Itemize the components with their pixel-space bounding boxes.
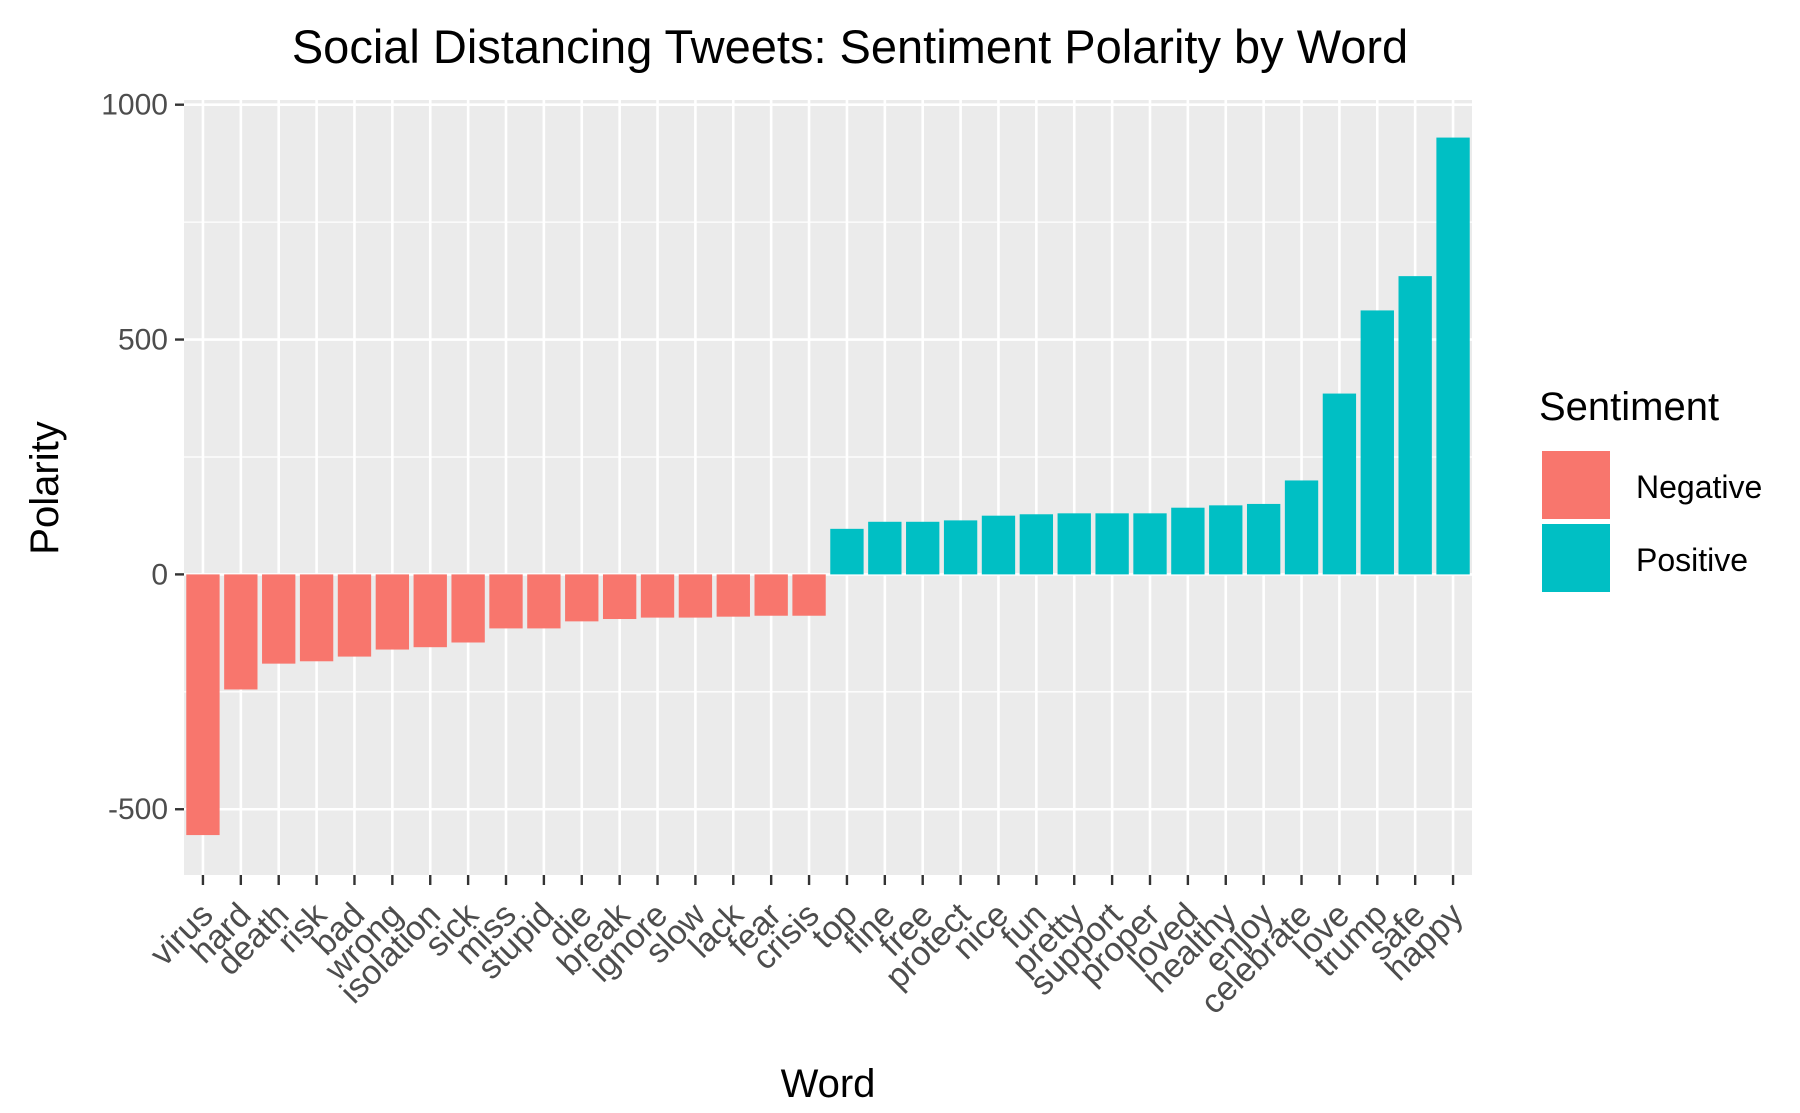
y-tick-label: 500 — [118, 324, 168, 357]
bar-top — [830, 528, 864, 575]
bar-fear — [754, 574, 788, 616]
legend-label-negative: Negative — [1636, 469, 1762, 505]
bar-wrong — [375, 574, 410, 650]
bar-risk — [299, 574, 334, 662]
bars-group — [186, 137, 1470, 836]
bar-enjoy — [1246, 503, 1281, 575]
bar-protect — [943, 520, 978, 575]
bar-miss — [489, 574, 523, 629]
bar-die — [565, 574, 599, 622]
bar-happy — [1436, 137, 1470, 575]
bar-stupid — [527, 574, 561, 629]
bar-free — [906, 521, 940, 575]
bar-slow — [678, 574, 713, 618]
bar-loved — [1171, 507, 1205, 575]
x-axis: virusharddeathriskbadwrongisolationsickm… — [143, 875, 1471, 1022]
x-axis-title: Word — [781, 1062, 876, 1106]
bar-fun — [1019, 514, 1054, 575]
bar-crisis — [792, 574, 826, 616]
bar-lack — [716, 574, 750, 617]
y-axis-title: Polarity — [23, 421, 67, 554]
legend: Sentiment Negative Positive — [1539, 385, 1762, 592]
legend-swatch-negative — [1542, 451, 1610, 519]
legend-title: Sentiment — [1539, 385, 1719, 429]
y-tick-label: 0 — [151, 558, 168, 591]
bar-virus — [186, 574, 220, 836]
bar-love — [1322, 393, 1357, 575]
bar-break — [602, 574, 637, 620]
legend-label-positive: Positive — [1636, 542, 1748, 578]
bar-hard — [224, 574, 258, 690]
bar-death — [262, 574, 296, 664]
y-axis: -500 0 500 1000 — [101, 89, 184, 826]
bar-pretty — [1057, 513, 1091, 575]
bar-ignore — [640, 574, 675, 618]
bar-safe — [1398, 276, 1432, 575]
bar-celebrate — [1284, 480, 1319, 575]
bar-nice — [981, 515, 1016, 575]
bar-fine — [868, 521, 902, 575]
bar-healthy — [1209, 505, 1243, 575]
plot-panel — [184, 100, 1472, 875]
bar-bad — [337, 574, 372, 657]
bar-proper — [1133, 513, 1167, 575]
chart-title: Social Distancing Tweets: Sentiment Pola… — [292, 20, 1408, 73]
y-tick-label: 1000 — [101, 89, 168, 122]
legend-swatch-positive — [1542, 524, 1610, 592]
bar-isolation — [413, 574, 447, 648]
bar-sick — [451, 574, 485, 643]
minor-gridlines — [184, 221, 1472, 693]
bar-support — [1095, 513, 1129, 575]
y-tick-label: -500 — [108, 793, 168, 826]
bar-trump — [1360, 310, 1394, 575]
major-gridlines — [184, 100, 1472, 875]
